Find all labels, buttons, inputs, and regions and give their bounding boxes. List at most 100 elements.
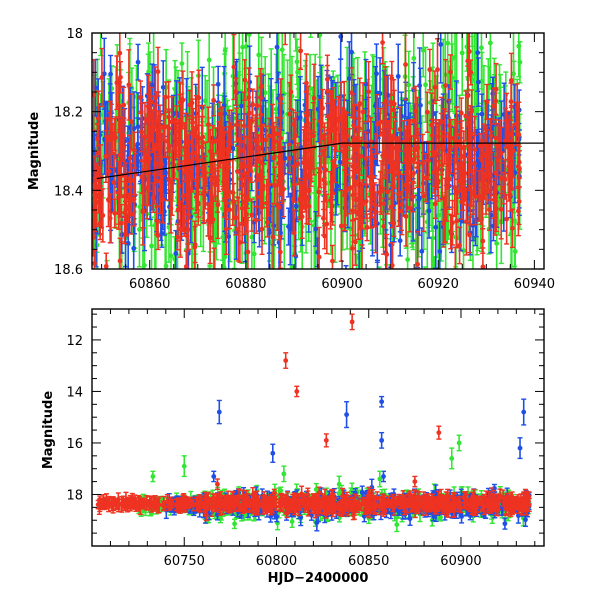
data-point-1-2 <box>405 497 411 514</box>
data-point-0-2 <box>483 132 489 179</box>
data-point-0-0 <box>237 334 242 377</box>
data-point-0-1 <box>356 250 362 269</box>
data-point-0-1 <box>475 57 481 107</box>
data-point-1-2 <box>234 494 240 506</box>
data-point-0-2 <box>211 247 217 269</box>
data-point-0-2 <box>185 134 191 193</box>
data-point-1-2 <box>261 491 267 501</box>
data-point-0-0 <box>423 46 429 123</box>
data-point-0-1 <box>395 43 401 110</box>
data-point-0-2 <box>398 191 404 232</box>
data-point-0-2 <box>433 150 439 187</box>
data-point-1-2 <box>125 496 131 513</box>
data-point-1-2 <box>291 492 297 505</box>
data-point-0-2 <box>321 126 327 182</box>
data-point-1-2 <box>349 497 355 513</box>
x-tick-label-0: 60900 <box>321 277 362 292</box>
data-point-0-2 <box>94 122 100 156</box>
data-point-0-2 <box>478 170 484 225</box>
data-point-1-2 <box>156 496 162 514</box>
data-point-1-2 <box>142 497 148 509</box>
data-point-1-2 <box>283 498 289 513</box>
data-point-1-2 <box>262 506 268 515</box>
data-point-0-2 <box>514 83 520 134</box>
data-point-1-2 <box>268 507 274 516</box>
data-point-0-2 <box>396 161 402 228</box>
data-point-0-2 <box>272 126 278 157</box>
data-point-1-2 <box>273 495 279 504</box>
data-point-0-2 <box>435 38 441 102</box>
data-point-0-2 <box>103 129 109 184</box>
data-point-1-2 <box>463 497 469 510</box>
data-point-0-1 <box>437 220 443 269</box>
data-point-0-2 <box>324 54 330 105</box>
data-point-0-2 <box>131 131 137 169</box>
data-point-0-2 <box>504 193 510 245</box>
data-point-0-0 <box>429 236 435 269</box>
data-point-1-2 <box>114 501 120 510</box>
data-point-0-2 <box>425 294 430 362</box>
data-point-0-2 <box>177 81 183 123</box>
data-point-0-2 <box>231 33 237 101</box>
data-point-1-2 <box>111 497 117 512</box>
data-point-1-2 <box>525 491 531 508</box>
outlier-point-4 <box>436 425 442 440</box>
data-point-0-2 <box>176 162 182 210</box>
y-tick-label-1: 12 <box>66 334 83 349</box>
data-point-1-2 <box>329 488 335 502</box>
data-point-0-2 <box>235 145 241 198</box>
data-point-0-2 <box>327 89 333 142</box>
data-point-0-2 <box>207 212 213 265</box>
outlier-point-14 <box>517 437 523 460</box>
data-point-0-2 <box>336 96 342 145</box>
data-point-0-2 <box>427 48 433 91</box>
data-point-0-2 <box>389 242 395 269</box>
outlier-point-20 <box>281 465 287 483</box>
data-point-0-2 <box>180 160 186 233</box>
bottom-xlabel: HJD−2400000 <box>268 571 369 586</box>
data-point-0-2 <box>509 208 515 249</box>
data-point-1-2 <box>287 504 293 514</box>
data-point-0-2 <box>351 104 357 177</box>
data-point-0-2 <box>121 117 127 178</box>
data-point-0-2 <box>150 182 156 214</box>
data-point-0-2 <box>493 144 499 202</box>
data-point-0-2 <box>238 151 244 180</box>
data-point-0-1 <box>426 183 432 239</box>
data-point-1-2 <box>436 490 442 504</box>
data-point-0-2 <box>257 68 263 127</box>
data-point-1-1 <box>502 517 508 530</box>
outlier-point-11 <box>379 431 385 449</box>
data-point-0-2 <box>279 145 285 205</box>
data-point-0-2 <box>117 60 123 94</box>
data-point-0-2 <box>139 159 145 194</box>
data-point-1-2 <box>196 496 202 508</box>
data-point-0-2 <box>106 140 112 203</box>
data-point-0-2 <box>288 74 294 110</box>
data-point-0-2 <box>270 202 276 269</box>
data-point-0-2 <box>391 209 397 238</box>
data-point-0-1 <box>135 92 141 162</box>
data-point-0-2 <box>241 91 247 161</box>
outlier-point-5 <box>214 478 220 491</box>
data-point-0-2 <box>372 197 378 227</box>
data-point-0-2 <box>500 171 506 205</box>
outlier-point-10 <box>270 443 276 463</box>
data-point-1-2 <box>247 498 253 508</box>
data-point-0-2 <box>231 182 237 221</box>
outlier-point-3 <box>323 433 329 448</box>
plot-area-1 <box>95 313 532 533</box>
data-point-1-2 <box>415 503 421 515</box>
data-point-0-2 <box>384 233 390 269</box>
top-panel: 60860 60880 60900 60920 60940 18 18.2 18.4 18.6 <box>54 27 555 377</box>
data-point-0-0 <box>281 223 287 269</box>
data-point-0-1 <box>343 265 349 269</box>
data-point-1-2 <box>494 496 500 513</box>
outlier-point-18 <box>456 434 462 452</box>
data-point-1-2 <box>440 501 446 515</box>
data-point-1-2 <box>401 498 407 516</box>
x-tick-label-1: 60900 <box>440 554 481 569</box>
data-point-0-2 <box>469 89 475 134</box>
outlier-point-6 <box>412 475 418 488</box>
data-point-0-2 <box>349 220 355 269</box>
